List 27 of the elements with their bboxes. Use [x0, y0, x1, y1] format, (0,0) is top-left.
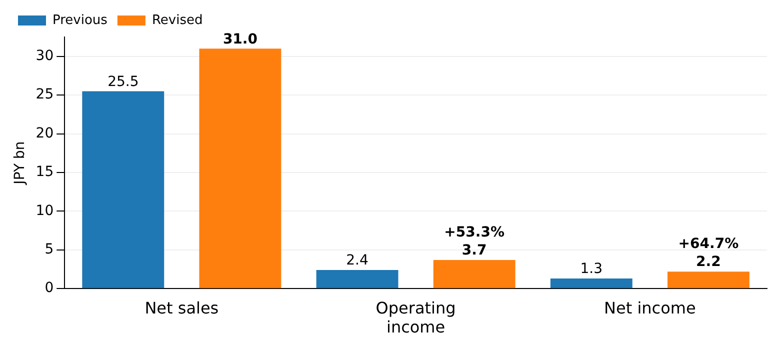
bar — [82, 91, 164, 288]
y-tick-label: 20 — [36, 125, 54, 142]
y-tick-label: 25 — [36, 86, 54, 103]
bar — [667, 272, 750, 288]
y-tick-label: 10 — [36, 202, 54, 219]
y-tick-label: 5 — [44, 242, 54, 258]
legend-label: Previous — [52, 12, 108, 28]
data-label: 2.2 — [696, 254, 721, 270]
annotation: +53.3% — [444, 224, 504, 241]
y-axis-title: JPY bn — [12, 141, 28, 186]
y-tick-label: 0 — [44, 280, 54, 296]
x-tick-label: Net income — [604, 298, 696, 318]
y-tick-label: 15 — [36, 164, 54, 180]
data-label: 3.7 — [462, 242, 487, 259]
data-label: 1.3 — [580, 261, 603, 278]
bar — [550, 278, 632, 288]
data-label: 25.5 — [108, 74, 139, 90]
x-tick-label: Net sales — [144, 298, 219, 318]
data-label: 31.0 — [222, 31, 258, 48]
data-label: 2.4 — [346, 252, 368, 269]
y-tick-label: 30 — [36, 48, 54, 64]
x-tick-label: Operating income — [376, 298, 456, 337]
legend-label: Revised — [152, 12, 203, 28]
bar — [433, 260, 516, 288]
bar — [199, 48, 282, 288]
annotation: +64.7% — [678, 236, 739, 252]
bar — [316, 270, 398, 288]
